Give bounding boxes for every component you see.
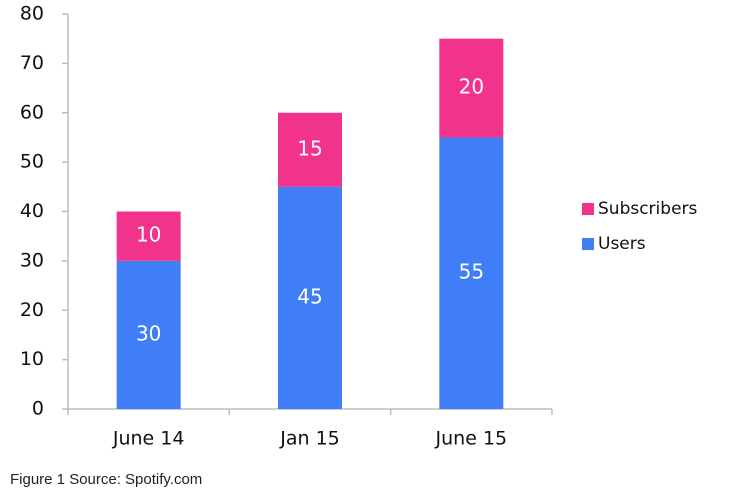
bar-segment	[116, 260, 181, 409]
bar-segment	[278, 112, 342, 187]
y-tick-label: 60	[20, 101, 44, 123]
y-tick-label: 80	[20, 3, 44, 25]
y-tick-label: 70	[20, 52, 44, 74]
y-tick-label: 0	[32, 398, 44, 420]
data-label: 15	[297, 136, 322, 160]
data-label: 45	[297, 284, 322, 308]
legend-label: Subscribers	[598, 199, 698, 219]
legend-label: Users	[598, 234, 646, 254]
data-label: 20	[459, 75, 484, 99]
caption: Figure 1 Source: Spotify.com	[10, 471, 202, 488]
y-tick-label: 30	[20, 249, 44, 271]
data-label: 55	[459, 260, 484, 284]
data-label: 30	[136, 321, 161, 345]
legend-swatch	[582, 203, 594, 215]
bar-segment	[439, 38, 504, 138]
bar-segment	[116, 211, 181, 261]
legend-swatch	[582, 238, 594, 250]
bar-segment	[439, 137, 504, 409]
y-tick-label: 40	[20, 200, 44, 222]
bar-segment	[278, 186, 342, 409]
x-tick-label: Jan 15	[279, 428, 340, 450]
data-label: 10	[136, 223, 161, 247]
y-tick-label: 20	[20, 299, 44, 321]
x-tick-label: June 14	[112, 428, 185, 450]
y-tick-label: 50	[20, 151, 44, 173]
x-tick-label: June 15	[435, 428, 508, 450]
y-tick-label: 10	[20, 348, 44, 370]
